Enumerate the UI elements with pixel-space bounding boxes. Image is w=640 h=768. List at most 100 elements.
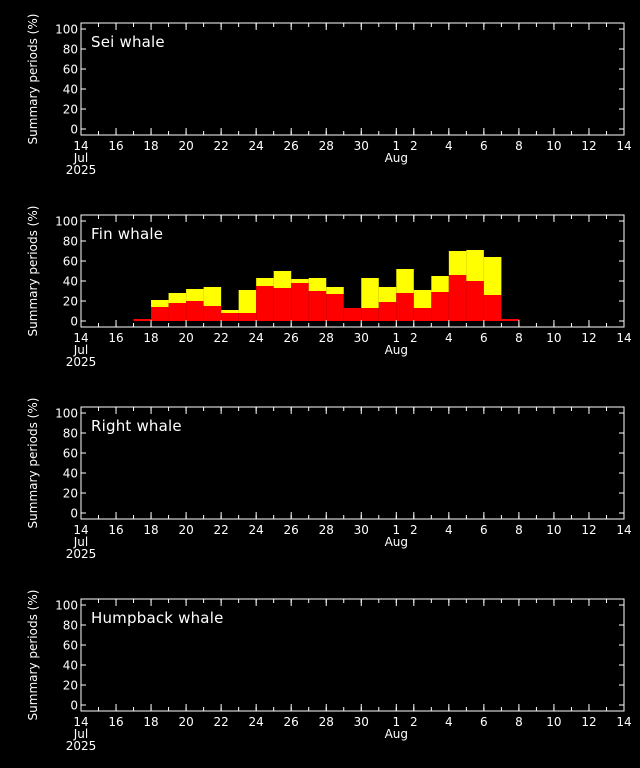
x-tick-label: 2: [410, 331, 418, 345]
y-axis-title: Summary periods (%): [26, 398, 40, 529]
x-month-label: Jul: [73, 343, 88, 357]
y-tick-label: 20: [63, 679, 78, 693]
x-tick-label: 20: [178, 715, 193, 729]
x-tick-label: 22: [213, 331, 228, 345]
x-tick-label: 14: [73, 523, 88, 537]
x-tick-label: 12: [581, 331, 596, 345]
x-tick-label: 28: [319, 331, 334, 345]
bar-1-1-4: [203, 287, 222, 306]
bar-1-1-5: [221, 310, 239, 313]
y-tick-label: 100: [55, 407, 78, 421]
x-tick-label: 1: [392, 331, 400, 345]
x-tick-label: 14: [616, 715, 631, 729]
x-tick-label: 8: [515, 139, 523, 153]
x-year-label: 2025: [66, 355, 97, 369]
x-tick-label: 14: [73, 139, 88, 153]
y-tick-label: 20: [63, 295, 78, 309]
x-tick-label: 22: [213, 715, 228, 729]
x-tick-label: 8: [515, 523, 523, 537]
x-tick-label: 8: [515, 715, 523, 729]
bar-1-0-19: [466, 281, 484, 321]
bar-1-1-17: [431, 276, 449, 292]
bar-1-1-11: [326, 287, 344, 294]
plot-frame: [80, 406, 625, 520]
x-tick-label: 10: [546, 523, 561, 537]
x-tick-label: 26: [284, 139, 299, 153]
x-tick-label: 1: [392, 139, 400, 153]
x-tick-label: 14: [616, 139, 631, 153]
x-tick-label: 14: [73, 331, 88, 345]
bar-1-1-16: [413, 290, 432, 308]
x-tick-label: 4: [445, 331, 453, 345]
bar-1-0-16: [413, 308, 432, 321]
bar-1-0-14: [378, 302, 397, 321]
x-month-label: Aug: [385, 343, 408, 357]
bar-1-0-1: [151, 307, 169, 321]
bar-1-0-7: [256, 286, 274, 321]
x-tick-label: 14: [616, 331, 631, 345]
x-tick-label: 30: [354, 331, 369, 345]
x-year-label: 2025: [66, 547, 97, 561]
bar-1-1-9: [291, 279, 309, 283]
x-tick-label: 10: [546, 139, 561, 153]
plot-frame: [80, 214, 625, 328]
x-year-label: 2025: [66, 739, 97, 753]
x-tick-label: 16: [108, 523, 123, 537]
x-tick-label: 14: [73, 715, 88, 729]
y-tick-label: 0: [70, 123, 78, 137]
y-tick-label: 0: [70, 315, 78, 329]
bar-1-1-10: [308, 278, 327, 291]
y-tick-label: 100: [55, 23, 78, 37]
bar-1-1-20: [483, 257, 502, 295]
y-tick-label: 80: [63, 43, 78, 57]
x-tick-label: 24: [249, 331, 264, 345]
panel-title: Fin whale: [91, 225, 163, 243]
x-tick-label: 10: [546, 331, 561, 345]
y-tick-label: 60: [63, 63, 78, 77]
y-axis-title: Summary periods (%): [26, 590, 40, 721]
bar-1-0-2: [168, 303, 187, 321]
bar-1-1-13: [361, 278, 379, 308]
x-tick-label: 26: [284, 715, 299, 729]
bar-1-1-3: [186, 289, 204, 301]
x-tick-label: 18: [143, 523, 158, 537]
x-tick-label: 16: [108, 139, 123, 153]
y-axis-title: Summary periods (%): [26, 206, 40, 337]
x-tick-label: 24: [249, 715, 264, 729]
x-tick-label: 1: [392, 523, 400, 537]
y-tick-label: 40: [63, 275, 78, 289]
bar-1-0-6: [238, 313, 257, 321]
y-tick-label: 100: [55, 599, 78, 613]
x-tick-label: 1: [392, 715, 400, 729]
x-tick-label: 22: [213, 139, 228, 153]
panel-title: Humpback whale: [91, 609, 224, 627]
x-tick-label: 12: [581, 523, 596, 537]
x-tick-label: 20: [178, 523, 193, 537]
x-tick-label: 6: [480, 139, 488, 153]
x-month-label: Jul: [73, 727, 88, 741]
x-tick-label: 18: [143, 139, 158, 153]
x-tick-label: 22: [213, 523, 228, 537]
bar-1-1-7: [256, 278, 274, 286]
bar-1-0-12: [343, 308, 362, 321]
bar-1-0-9: [291, 283, 309, 321]
x-tick-label: 6: [480, 715, 488, 729]
bar-1-1-14: [378, 287, 397, 302]
x-tick-label: 28: [319, 715, 334, 729]
y-tick-label: 20: [63, 103, 78, 117]
bar-1-1-2: [168, 293, 187, 303]
bar-1-1-15: [396, 269, 414, 293]
x-tick-label: 20: [178, 331, 193, 345]
panel-title: Right whale: [91, 417, 182, 435]
x-tick-label: 16: [108, 715, 123, 729]
y-tick-label: 0: [70, 699, 78, 713]
x-tick-label: 26: [284, 331, 299, 345]
bar-1-0-3: [186, 301, 204, 321]
bar-1-0-4: [203, 306, 222, 321]
